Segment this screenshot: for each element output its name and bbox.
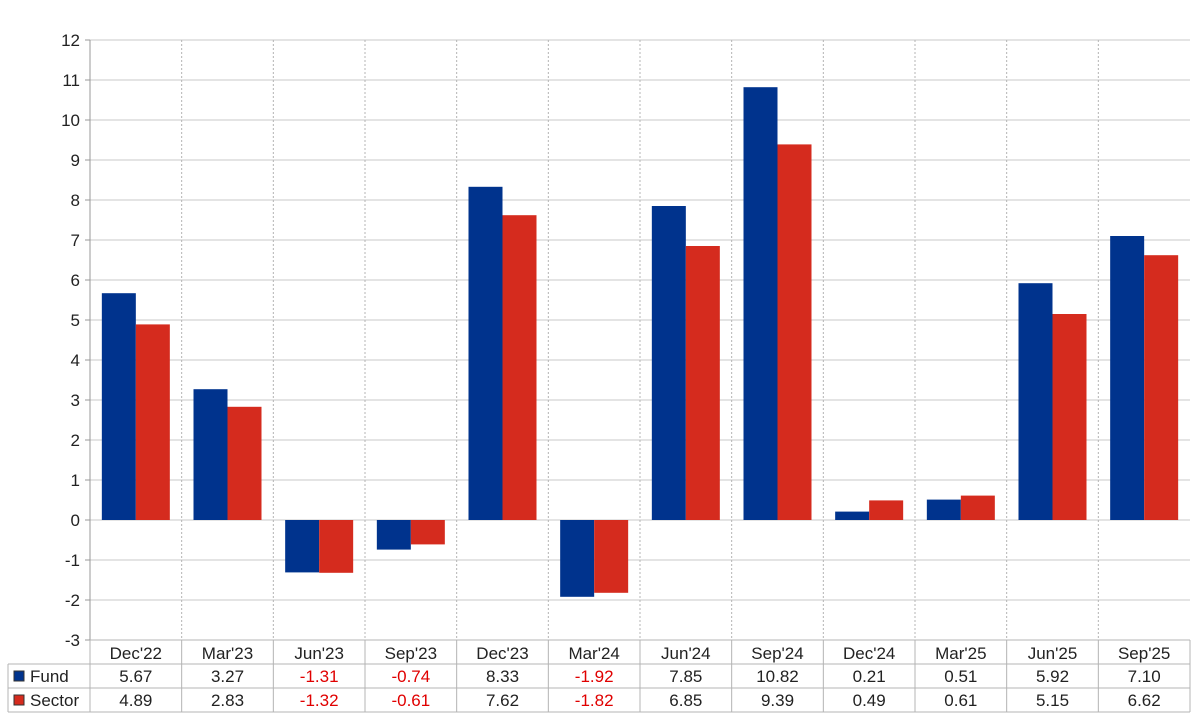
data-label-fund: 5.67 [119,667,152,686]
y-tick-label: 7 [71,231,80,250]
y-tick-label: 5 [71,311,80,330]
y-tick-label: 0 [71,511,80,530]
data-label-sector: -0.61 [391,691,430,710]
x-tick-label: Jun'24 [661,644,711,663]
data-label-sector: 4.89 [119,691,152,710]
bar-sector [1144,255,1179,520]
bar-sector [227,406,262,520]
bar-fund [101,293,136,520]
bar-fund [835,511,870,520]
y-tick-label: 10 [61,111,80,130]
bar-fund [651,206,686,520]
data-label-sector: 7.62 [486,691,519,710]
data-label-sector: 2.83 [211,691,244,710]
data-label-fund: -1.31 [300,667,339,686]
x-tick-label: Jun'25 [1028,644,1078,663]
bar-fund [285,520,320,573]
bar-fund [560,520,595,597]
bar-sector [777,144,812,520]
legend-swatch-sector [13,694,25,706]
x-tick-label: Dec'23 [476,644,528,663]
bar-fund [193,389,228,520]
x-tick-label: Mar'23 [202,644,253,663]
x-tick-label: Sep'25 [1118,644,1170,663]
y-tick-label: -1 [65,551,80,570]
y-tick-label: 2 [71,431,80,450]
bar-sector [960,495,995,520]
bar-fund [468,186,503,521]
y-tick-label: 3 [71,391,80,410]
data-label-fund: -0.74 [391,667,430,686]
data-label-sector: 5.15 [1036,691,1069,710]
y-tick-label: 12 [61,31,80,50]
data-label-fund: 3.27 [211,667,244,686]
bar-sector [1052,314,1087,520]
grid-lines [90,39,1190,641]
x-tick-label: Mar'25 [935,644,986,663]
bar-fund [1110,236,1145,520]
bar-sector [502,215,537,520]
x-tick-label: Sep'23 [385,644,437,663]
bar-sector [594,520,629,593]
data-label-fund: 7.10 [1128,667,1161,686]
data-label-fund: 0.51 [944,667,977,686]
bar-sector [410,520,445,545]
bar-sector [685,246,720,520]
x-tick-label: Dec'22 [110,644,162,663]
data-label-fund: 7.85 [669,667,702,686]
y-tick-label: 11 [62,71,80,90]
x-tick-label: Mar'24 [568,644,619,663]
data-label-sector: 6.62 [1128,691,1161,710]
x-tick-label: Dec'24 [843,644,895,663]
y-tick-label: 6 [71,271,80,290]
legend-label-sector: Sector [30,691,79,710]
data-label-sector: 6.85 [669,691,702,710]
data-label-fund: -1.92 [575,667,614,686]
x-tick-label: Jun'23 [294,644,344,663]
y-tick-label: -3 [65,631,80,650]
data-table: Dec'22 Mar'23 Jun'23 Sep'23 Dec'23 Mar'24 Jun'… [7,639,1191,713]
bar-sector [319,520,354,573]
bar-sector [135,324,170,520]
bar-fund [376,520,411,550]
data-label-fund: 5.92 [1036,667,1069,686]
data-label-sector: 0.61 [944,691,977,710]
y-tick-label: 8 [71,191,80,210]
data-label-sector: 0.49 [853,691,886,710]
y-tick-label: 9 [71,151,80,170]
x-tick-label: Sep'24 [751,644,803,663]
legend-label-fund: Fund [30,667,69,686]
y-tick-label: -2 [65,591,80,610]
data-label-fund: 10.82 [756,667,799,686]
data-label-fund: 0.21 [853,667,886,686]
bar-sector [869,500,904,520]
data-label-sector: -1.82 [575,691,614,710]
bar-fund [1018,283,1053,520]
bars [101,87,1179,597]
legend-swatch-fund [13,670,25,682]
y-tick-label: 1 [71,471,80,490]
data-label-sector: 9.39 [761,691,794,710]
y-tick-label: 4 [71,351,80,370]
data-label-sector: -1.32 [300,691,339,710]
bar-fund [743,87,778,520]
data-label-fund: 8.33 [486,667,519,686]
bar-fund [926,499,961,520]
